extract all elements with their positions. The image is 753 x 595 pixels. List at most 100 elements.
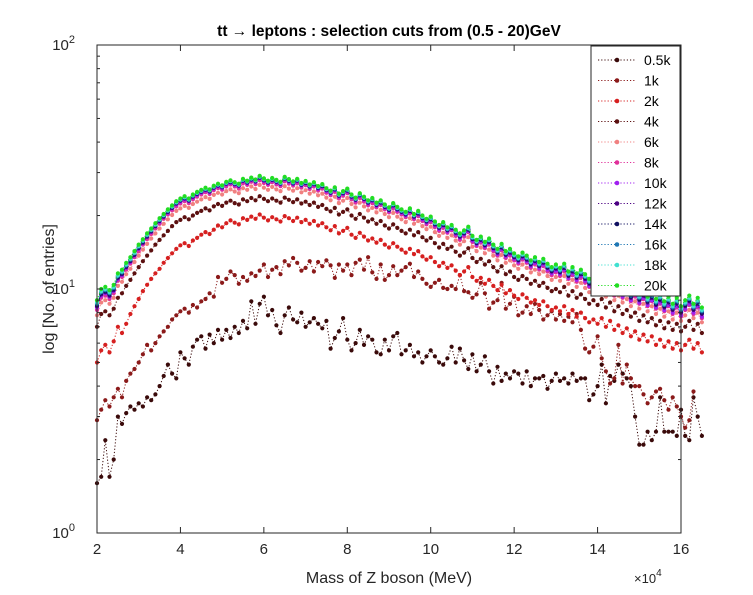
data-point bbox=[207, 291, 212, 296]
data-point bbox=[637, 306, 642, 311]
data-point bbox=[170, 224, 175, 229]
data-point bbox=[140, 259, 145, 264]
data-point bbox=[203, 230, 208, 235]
data-point bbox=[307, 202, 312, 208]
data-point bbox=[449, 263, 454, 268]
x-tick-label: 6 bbox=[260, 541, 268, 558]
data-point bbox=[119, 395, 125, 400]
data-point bbox=[666, 339, 671, 344]
data-point bbox=[549, 289, 554, 294]
legend-marker bbox=[614, 160, 620, 165]
data-point bbox=[562, 273, 567, 279]
legend-label: 12k bbox=[644, 196, 668, 212]
data-point bbox=[587, 350, 592, 355]
data-point bbox=[374, 276, 379, 281]
data-point bbox=[420, 276, 425, 281]
data-point bbox=[662, 326, 667, 331]
data-point bbox=[524, 253, 529, 258]
data-point bbox=[695, 341, 700, 346]
data-point bbox=[249, 214, 254, 219]
data-point bbox=[182, 241, 187, 246]
data-point bbox=[395, 225, 400, 230]
data-point bbox=[491, 283, 496, 288]
data-point bbox=[99, 300, 104, 305]
data-point bbox=[624, 296, 629, 302]
data-point bbox=[328, 228, 333, 233]
data-point bbox=[608, 381, 613, 386]
data-point bbox=[316, 184, 321, 189]
data-point bbox=[457, 346, 462, 351]
data-point bbox=[603, 324, 609, 329]
data-point bbox=[603, 305, 609, 310]
data-point bbox=[353, 205, 358, 210]
chart-title: tt → leptons : selection cuts from (0.5 … bbox=[217, 23, 561, 40]
data-point bbox=[411, 221, 417, 226]
data-point bbox=[520, 250, 525, 255]
data-point bbox=[503, 306, 508, 311]
x-tick-label: 4 bbox=[176, 541, 184, 558]
legend-label: 10k bbox=[644, 175, 668, 191]
data-point bbox=[307, 191, 312, 196]
data-point bbox=[240, 216, 246, 221]
data-point bbox=[524, 369, 529, 374]
data-point bbox=[666, 320, 671, 325]
data-point bbox=[278, 272, 283, 277]
data-point bbox=[199, 334, 204, 339]
data-point bbox=[470, 295, 475, 300]
data-point bbox=[265, 274, 271, 280]
data-point bbox=[511, 293, 517, 298]
data-point bbox=[474, 249, 479, 254]
data-point bbox=[482, 281, 487, 286]
data-point bbox=[182, 203, 187, 208]
data-point bbox=[570, 277, 575, 282]
data-point bbox=[474, 237, 479, 242]
data-point bbox=[366, 198, 371, 203]
data-point bbox=[357, 257, 362, 262]
data-point bbox=[528, 300, 533, 305]
data-point bbox=[228, 198, 233, 203]
data-point bbox=[386, 348, 392, 353]
data-point bbox=[190, 344, 195, 349]
y-tick-base: 10 bbox=[52, 525, 69, 542]
data-point bbox=[265, 218, 271, 223]
data-point bbox=[274, 323, 279, 328]
data-point bbox=[174, 246, 179, 251]
data-point bbox=[386, 205, 392, 210]
data-point bbox=[424, 257, 429, 262]
data-point bbox=[107, 301, 112, 306]
data-point bbox=[695, 310, 700, 315]
data-point bbox=[336, 201, 341, 206]
data-point bbox=[416, 350, 421, 355]
data-point bbox=[695, 414, 700, 419]
data-point bbox=[391, 241, 396, 246]
data-point bbox=[128, 277, 133, 282]
data-point bbox=[274, 177, 279, 182]
data-point bbox=[420, 235, 425, 240]
data-point bbox=[361, 194, 367, 199]
data-point bbox=[457, 273, 462, 278]
data-point bbox=[132, 259, 137, 265]
data-point bbox=[311, 200, 316, 205]
data-point bbox=[545, 285, 550, 290]
data-point bbox=[524, 295, 529, 300]
data-point bbox=[382, 242, 387, 247]
data-point bbox=[411, 233, 417, 238]
data-point bbox=[220, 192, 225, 197]
data-point bbox=[428, 224, 433, 229]
data-point bbox=[303, 178, 308, 184]
data-point bbox=[495, 298, 500, 303]
data-point bbox=[332, 205, 337, 210]
data-point bbox=[103, 298, 108, 303]
data-point bbox=[416, 269, 421, 274]
data-point bbox=[666, 309, 671, 314]
data-point bbox=[203, 296, 208, 302]
data-point bbox=[516, 266, 521, 271]
data-point bbox=[399, 268, 404, 273]
data-point bbox=[591, 392, 596, 397]
data-point bbox=[507, 246, 513, 251]
data-point bbox=[282, 214, 287, 219]
data-point bbox=[178, 206, 183, 211]
data-point bbox=[462, 358, 467, 363]
data-point bbox=[170, 212, 175, 218]
data-point bbox=[511, 369, 517, 374]
